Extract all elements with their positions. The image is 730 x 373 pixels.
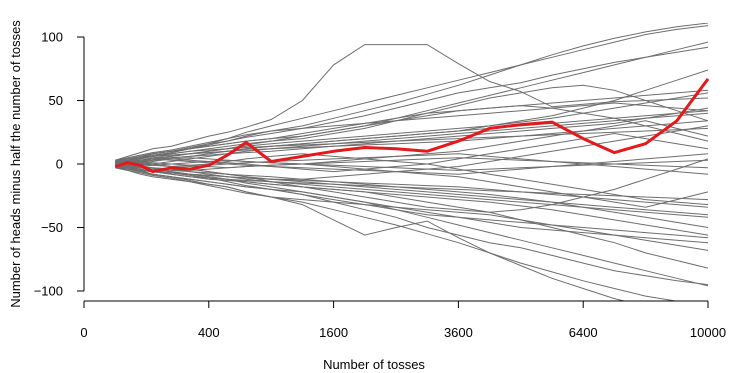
series-layer: [115, 23, 709, 301]
series-line-33: [115, 92, 709, 165]
series-line-39: [115, 89, 709, 162]
y-axis-ticks: −100 −50 0 50 100: [34, 30, 84, 299]
highlight-series-line: [114, 78, 710, 174]
x-axis-ticks: 0 400 1600 3600 6400 10000: [80, 301, 726, 340]
x-tick-label: 0: [80, 325, 87, 340]
series-line-30: [115, 159, 709, 208]
series-line-9: [115, 166, 709, 269]
x-tick-label: 1600: [319, 325, 348, 340]
y-tick-label: −100: [34, 284, 63, 299]
highlight-layer: [114, 78, 710, 174]
y-tick-label: 0: [56, 157, 63, 172]
series-line-3: [115, 44, 709, 161]
series-line-19: [115, 112, 709, 166]
x-tick-label: 400: [198, 325, 220, 340]
series-line-25: [115, 153, 709, 175]
y-tick-label: 50: [49, 93, 63, 108]
series-line-6: [115, 46, 709, 165]
series-line-5: [115, 25, 709, 164]
series-line-4: [115, 167, 627, 301]
series-line-35: [115, 110, 709, 161]
series-line-31: [115, 127, 709, 164]
series-line-36: [115, 167, 709, 218]
series-line-22: [115, 167, 709, 251]
y-tick-label: −50: [41, 220, 63, 235]
series-line-34: [115, 163, 709, 236]
series-line-21: [115, 102, 709, 161]
x-tick-label: 3600: [444, 325, 473, 340]
x-tick-label: 6400: [569, 325, 598, 340]
y-axis-title: Number of heads minus half the number of…: [8, 20, 23, 308]
series-line-13: [115, 107, 709, 164]
series-line-32: [115, 164, 709, 201]
series-line-37: [115, 157, 709, 171]
x-tick-label: 10000: [690, 325, 726, 340]
series-line-20: [115, 162, 709, 216]
x-axis-title: Number of tosses: [323, 357, 425, 372]
series-line-40: [115, 166, 709, 239]
y-tick-label: 100: [41, 30, 63, 45]
